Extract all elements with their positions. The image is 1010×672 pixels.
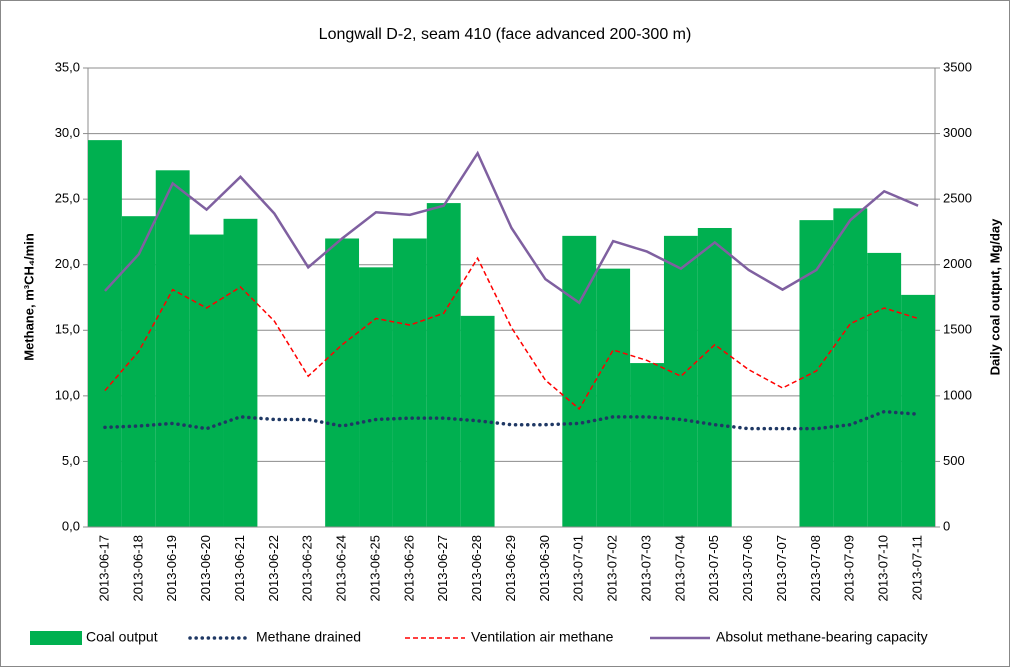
legend-label: Absolut methane-bearing capacity bbox=[716, 629, 928, 645]
x-tick-label: 2013-06-20 bbox=[198, 535, 213, 602]
y2-tick-label: 2000 bbox=[943, 256, 972, 271]
x-tick-label: 2013-06-17 bbox=[96, 535, 111, 602]
y-tick-label: 30,0 bbox=[55, 125, 80, 140]
y2-axis-label: Daily coal output, Mg/day bbox=[987, 218, 1002, 376]
y2-tick-label: 1500 bbox=[943, 322, 972, 337]
y-axis-label: Methane, m³CH₄/min bbox=[21, 233, 36, 361]
y2-tick-label: 2500 bbox=[943, 191, 972, 206]
x-tick-label: 2013-07-10 bbox=[876, 535, 891, 602]
bar bbox=[359, 267, 393, 527]
y2-tick-label: 3500 bbox=[943, 59, 972, 74]
y-tick-label: 15,0 bbox=[55, 322, 80, 337]
line-dashed bbox=[104, 256, 919, 411]
legend-label: Methane drained bbox=[256, 629, 361, 645]
bar bbox=[392, 238, 427, 527]
y-tick-label: 0,0 bbox=[62, 518, 80, 533]
bar bbox=[901, 294, 935, 527]
x-tick-label: 2013-07-01 bbox=[571, 535, 586, 602]
legend-swatch bbox=[30, 631, 82, 645]
x-tick-label: 2013-06-19 bbox=[164, 535, 179, 602]
x-tick-label: 2013-07-08 bbox=[808, 535, 823, 602]
y-tick-label: 5,0 bbox=[62, 453, 80, 468]
y-tick-label: 10,0 bbox=[55, 387, 80, 402]
x-tick-label: 2013-07-07 bbox=[774, 535, 789, 602]
y-tick-label: 35,0 bbox=[55, 59, 80, 74]
chart-title: Longwall D-2, seam 410 (face advanced 20… bbox=[319, 26, 692, 43]
bar bbox=[833, 208, 868, 527]
y2-tick-label: 500 bbox=[943, 453, 965, 468]
legend-label: Ventilation air methane bbox=[471, 629, 614, 645]
bar bbox=[697, 227, 732, 527]
bar bbox=[596, 268, 631, 527]
x-tick-label: 2013-06-18 bbox=[130, 535, 145, 602]
y2-tick-label: 3000 bbox=[943, 125, 972, 140]
bar bbox=[867, 252, 902, 527]
bar bbox=[630, 363, 664, 527]
bar bbox=[189, 234, 224, 527]
x-tick-label: 2013-06-21 bbox=[232, 535, 247, 602]
x-tick-label: 2013-07-04 bbox=[672, 535, 687, 602]
x-tick-label: 2013-07-03 bbox=[638, 535, 653, 602]
bar bbox=[88, 140, 122, 527]
line-solid bbox=[104, 150, 919, 305]
bar bbox=[426, 203, 461, 527]
x-tick-label: 2013-06-30 bbox=[537, 535, 552, 602]
bar bbox=[121, 216, 156, 528]
x-tick-label: 2013-06-29 bbox=[503, 535, 518, 602]
bar bbox=[325, 238, 360, 527]
legend-label: Coal output bbox=[86, 629, 158, 645]
bar bbox=[799, 220, 834, 527]
x-tick-label: 2013-06-26 bbox=[401, 535, 416, 602]
y2-tick-label: 1000 bbox=[943, 387, 972, 402]
x-tick-label: 2013-06-25 bbox=[367, 535, 382, 602]
x-tick-label: 2013-07-09 bbox=[842, 535, 857, 602]
x-tick-label: 2013-06-23 bbox=[300, 535, 315, 602]
line-dotted bbox=[103, 409, 920, 431]
bar bbox=[155, 170, 190, 527]
x-tick-label: 2013-07-11 bbox=[909, 535, 924, 601]
x-tick-label: 2013-06-28 bbox=[469, 535, 484, 602]
bar bbox=[663, 235, 698, 527]
y-tick-label: 25,0 bbox=[55, 191, 80, 206]
x-tick-label: 2013-06-27 bbox=[435, 535, 450, 602]
bar bbox=[223, 218, 258, 528]
x-tick-label: 2013-06-24 bbox=[334, 535, 349, 602]
y-tick-label: 20,0 bbox=[55, 256, 80, 271]
x-tick-label: 2013-06-22 bbox=[266, 535, 281, 602]
y2-tick-label: 0 bbox=[943, 518, 950, 533]
x-tick-label: 2013-07-05 bbox=[706, 535, 721, 602]
x-tick-label: 2013-07-06 bbox=[740, 535, 755, 602]
x-tick-label: 2013-07-02 bbox=[605, 535, 620, 602]
